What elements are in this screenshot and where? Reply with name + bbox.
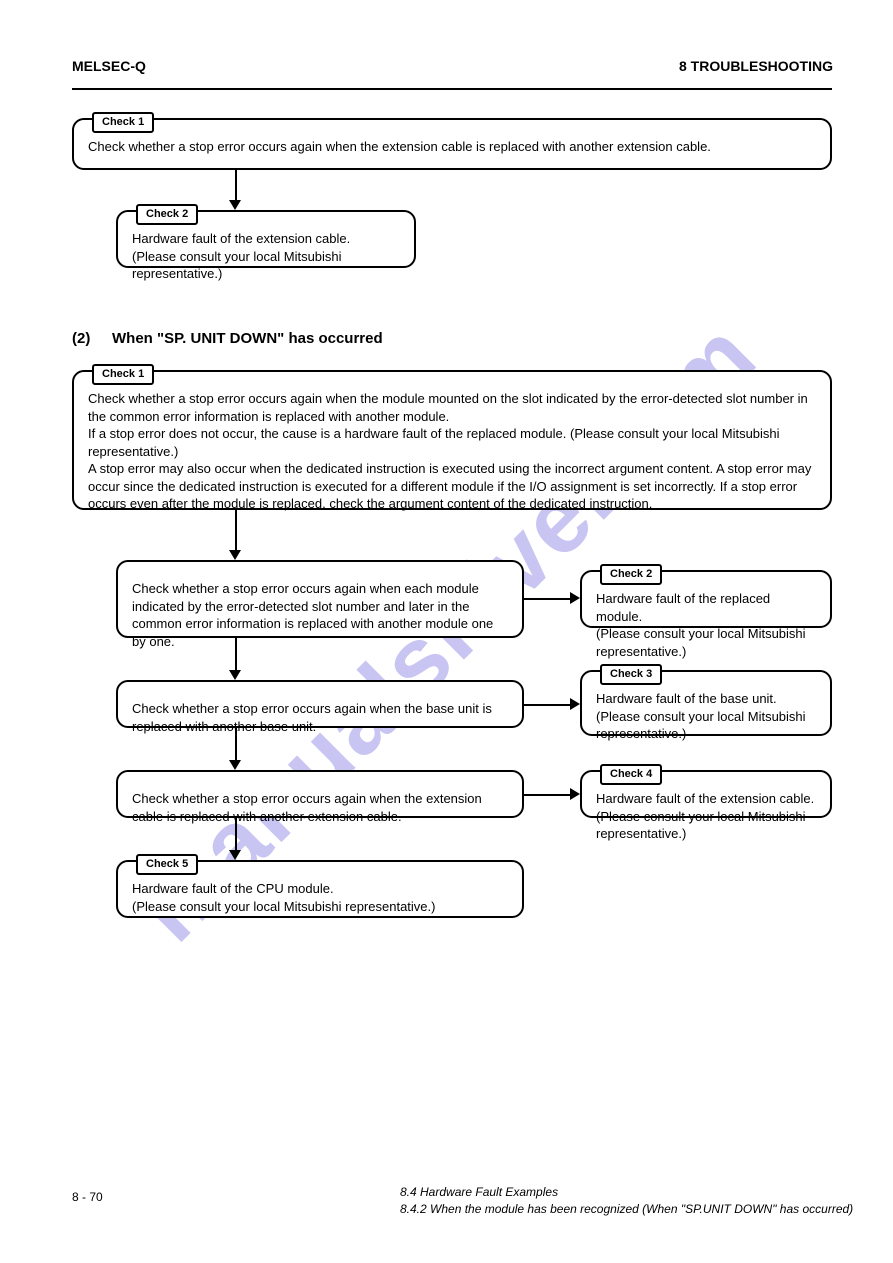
header-rule (72, 88, 832, 90)
flow2-node-check1-tab: Check 1 (92, 364, 154, 385)
page-number: 8 - 70 (72, 1190, 103, 1204)
page: manualshive.com MELSEC-Q 8 TROUBLESHOOTI… (0, 0, 893, 1263)
footer-line2: 8.4.2 When the module has been recognize… (400, 1202, 853, 1216)
flow2-node-check4: Check 4 Hardware fault of the extension … (580, 770, 832, 818)
flow1-node-check2-tab: Check 2 (136, 204, 198, 225)
flow2-node-m4: Check whether a stop error occurs again … (116, 770, 524, 818)
arrow-down-icon (235, 170, 237, 202)
arrow-down-icon (235, 818, 237, 852)
arrow-head-icon (229, 760, 241, 770)
arrow-head-icon (229, 850, 241, 860)
flow1-node-check1: Check 1 Check whether a stop error occur… (72, 118, 832, 170)
flow1-node-check2: Check 2 Hardware fault of the extension … (116, 210, 416, 268)
flow2-node-check4-text: Hardware fault of the extension cable. (… (596, 791, 814, 841)
arrow-right-icon (524, 598, 572, 600)
arrow-down-icon (235, 638, 237, 672)
flow2-node-check3: Check 3 Hardware fault of the base unit.… (580, 670, 832, 736)
flow2-node-check3-tab: Check 3 (600, 664, 662, 685)
header-right: 8 TROUBLESHOOTING (679, 58, 833, 74)
arrow-head-icon (229, 670, 241, 680)
flow2-node-m3: Check whether a stop error occurs again … (116, 680, 524, 728)
flow2-node-m2-text: Check whether a stop error occurs again … (132, 581, 493, 649)
flow2-node-check4-tab: Check 4 (600, 764, 662, 785)
arrow-down-icon (235, 728, 237, 762)
arrow-head-icon (229, 550, 241, 560)
flow2-node-check2: Check 2 Hardware fault of the replaced m… (580, 570, 832, 628)
flow2-node-m3-text: Check whether a stop error occurs again … (132, 701, 492, 734)
arrow-head-icon (570, 698, 580, 710)
flow2-node-check2-text: Hardware fault of the replaced module. (… (596, 591, 806, 659)
footer-line1: 8.4 Hardware Fault Examples (400, 1185, 558, 1199)
section2-title: When "SP. UNIT DOWN" has occurred (112, 330, 383, 347)
flow2-node-m4-text: Check whether a stop error occurs again … (132, 791, 482, 824)
flow2-node-check2-tab: Check 2 (600, 564, 662, 585)
flow2-node-check3-text: Hardware fault of the base unit. (Please… (596, 691, 806, 741)
arrow-head-icon (570, 592, 580, 604)
arrow-right-icon (524, 704, 572, 706)
arrow-down-icon (235, 510, 237, 552)
flow2-node-check1-text: Check whether a stop error occurs again … (88, 391, 811, 511)
flow2-node-check5-text: Hardware fault of the CPU module. (Pleas… (132, 881, 435, 914)
section2-number: (2) (72, 330, 90, 347)
arrow-right-icon (524, 794, 572, 796)
flow2-node-check5-tab: Check 5 (136, 854, 198, 875)
header-left: MELSEC-Q (72, 58, 146, 74)
flow2-node-m2: Check whether a stop error occurs again … (116, 560, 524, 638)
arrow-head-icon (570, 788, 580, 800)
flow1-node-check1-tab: Check 1 (92, 112, 154, 133)
flow1-node-check2-text: Hardware fault of the extension cable. (… (132, 231, 350, 281)
flow2-node-check5: Check 5 Hardware fault of the CPU module… (116, 860, 524, 918)
flow2-node-check1: Check 1 Check whether a stop error occur… (72, 370, 832, 510)
arrow-head-icon (229, 200, 241, 210)
flow1-node-check1-text: Check whether a stop error occurs again … (88, 139, 711, 154)
